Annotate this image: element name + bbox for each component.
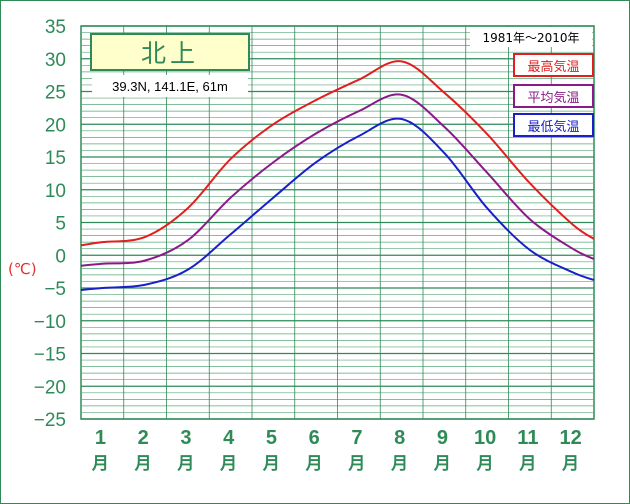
legend-mean-label: 平均気温 (527, 90, 580, 106)
month-unit-label: 月 (305, 454, 323, 474)
month-unit-label: 月 (176, 454, 194, 474)
month-number-label: 3 (180, 427, 191, 449)
y-tick-label: 15 (45, 148, 66, 169)
legend-min-temp: 最低気温 (513, 113, 594, 137)
y-tick-label: 20 (45, 115, 66, 136)
y-tick-label: −25 (34, 410, 66, 431)
series-line-min (80, 117, 595, 291)
month-unit-label: 月 (561, 454, 579, 474)
month-unit-label: 月 (91, 454, 109, 474)
y-tick-label: −15 (34, 345, 66, 366)
legend-mean-temp: 平均気温 (513, 84, 594, 108)
month-number-label: 9 (437, 427, 448, 449)
station-coordinates: 39.3N, 141.1E, 61m (92, 75, 248, 97)
grid (80, 25, 595, 420)
y-tick-label: 25 (45, 83, 66, 104)
month-unit-label: 月 (262, 454, 280, 474)
month-unit-label: 月 (134, 454, 152, 474)
y-tick-label: 30 (45, 50, 66, 71)
month-number-label: 7 (351, 427, 362, 449)
y-tick-label: 35 (45, 17, 66, 38)
y-tick-label: 10 (45, 181, 66, 202)
month-number-label: 5 (266, 427, 277, 449)
y-tick-label: −20 (34, 377, 66, 398)
month-number-label: 8 (394, 427, 405, 449)
y-tick-label: −10 (34, 312, 66, 333)
legend-max-label: 最高気温 (527, 59, 580, 75)
month-unit-label: 月 (476, 454, 494, 474)
month-number-label: 6 (309, 427, 320, 449)
month-number-label: 12 (560, 427, 582, 449)
y-tick-label: −5 (44, 279, 66, 300)
y-axis-unit: (℃) (8, 260, 37, 278)
month-number-label: 2 (138, 427, 149, 449)
y-tick-label: 0 (55, 246, 66, 267)
month-unit-label: 月 (390, 454, 408, 474)
month-unit-label: 月 (518, 454, 536, 474)
month-number-label: 11 (517, 427, 538, 449)
x-tick-labels: 1 月 2 月 3 月 4 月 5 月 6 月 7 月 8 月 9 月 10 月 11 月 12 月 (91, 427, 582, 474)
month-unit-label: 月 (347, 454, 365, 474)
y-tick-labels: 35 30 25 20 15 10 5 0 −5 −10 −15 −20 −25 (34, 17, 66, 431)
series-line-max (80, 60, 595, 247)
month-unit-label: 月 (219, 454, 237, 474)
series-lines (80, 60, 595, 291)
month-number-label: 10 (474, 427, 496, 449)
legend-max-temp: 最高気温 (513, 53, 594, 77)
month-number-label: 1 (95, 427, 106, 449)
month-unit-label: 月 (433, 454, 451, 474)
normals-period: 1981年〜2010年 (470, 27, 592, 47)
legend-min-label: 最低気温 (527, 119, 580, 135)
y-tick-label: 5 (55, 214, 66, 235)
station-name: 北上 (90, 33, 250, 71)
series-line-mean (80, 93, 595, 267)
month-number-label: 4 (223, 427, 235, 449)
